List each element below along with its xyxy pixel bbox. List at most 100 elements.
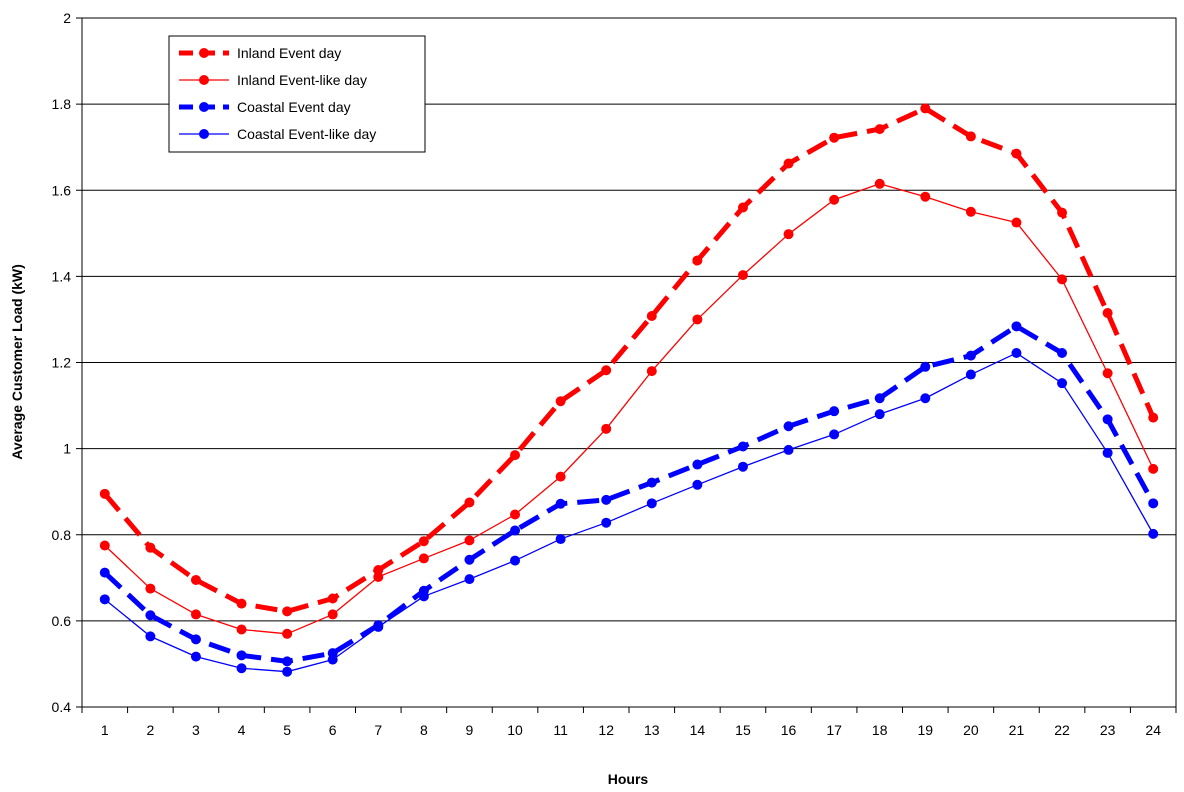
legend-item: Coastal Event day [179,99,351,115]
data-point [510,509,521,520]
y-axis-label: Average Customer Load (kW) [9,264,25,460]
data-point [190,651,201,662]
data-point [601,423,612,434]
data-point [920,393,931,404]
x-axis-label: Hours [608,771,649,787]
data-point [601,494,612,505]
data-point [601,517,612,528]
data-point [373,565,384,576]
x-axis: 1 2 3 4 5 6 7 8 9 10 11 12 13 14 15 16 17 18 19 20 21 22 23 24 [81,707,1177,738]
data-point [99,567,110,578]
data-point [1148,463,1159,474]
data-point [874,409,885,420]
data-point [1102,307,1113,318]
data-point [373,571,384,582]
data-point [646,498,657,509]
data-point [1102,368,1113,379]
data-point [1057,378,1068,389]
data-point [555,534,566,545]
legend-marker [199,129,209,139]
x-tick-label: 9 [466,722,474,738]
data-point [1011,321,1022,332]
data-point [190,634,201,645]
y-tick-label: 2 [63,10,71,26]
legend: Inland Event day Inland Event-like day Coa… [168,35,426,153]
legend-item: Inland Event-like day [179,72,367,88]
data-point [737,441,748,452]
data-point [783,158,794,169]
data-point [145,631,156,642]
data-point [236,663,247,674]
y-tick-label: 0.4 [52,699,72,715]
series-4 [99,348,1159,677]
data-point [1102,447,1113,458]
data-point [692,459,703,470]
data-point [874,124,885,135]
data-point [373,621,384,632]
series-line [104,352,1154,673]
data-point [555,471,566,482]
data-point [464,554,475,565]
legend-label: Inland Event-like day [237,72,367,88]
data-point [965,131,976,142]
x-tick-label: 10 [507,722,523,738]
series-2 [99,178,1159,639]
legend-label: Inland Event day [237,45,341,61]
y-tick-label: 1.8 [52,96,72,112]
data-point [646,477,657,488]
data-point [327,654,338,665]
x-tick-label: 19 [918,722,934,738]
data-point [327,609,338,620]
legend-item: Coastal Event-like day [179,126,376,142]
data-point [920,191,931,202]
data-point [510,555,521,566]
data-point [236,624,247,635]
x-tick-label: 23 [1100,722,1116,738]
data-point [282,656,293,667]
data-point [829,429,840,440]
data-point [282,628,293,639]
data-point [555,498,566,509]
data-point [145,610,156,621]
data-point [646,310,657,321]
x-tick-label: 14 [690,722,706,738]
data-point [829,132,840,143]
data-point [418,553,429,564]
series-1 [99,103,1159,617]
y-tick-label: 1.4 [52,268,72,284]
data-point [920,103,931,114]
x-tick-label: 7 [374,722,382,738]
x-tick-label: 18 [872,722,888,738]
x-tick-label: 2 [146,722,154,738]
data-point [282,666,293,677]
data-point [236,650,247,661]
legend-marker [199,48,209,58]
x-tick-label: 1 [101,722,109,738]
y-tick-label: 0.8 [52,527,72,543]
x-tick-label: 6 [329,722,337,738]
data-point [327,593,338,604]
x-tick-label: 22 [1054,722,1070,738]
data-point [190,574,201,585]
series-layer [99,103,1159,677]
data-point [99,488,110,499]
data-point [783,229,794,240]
series-line [103,323,1156,664]
data-point [692,255,703,266]
x-tick-label: 8 [420,722,428,738]
data-point [510,450,521,461]
series-line [104,183,1154,635]
data-point [783,421,794,432]
legend-label: Coastal Event day [237,99,351,115]
x-tick-label: 16 [781,722,797,738]
data-point [737,202,748,213]
data-point [1102,414,1113,425]
legend-label: Coastal Event-like day [237,126,376,142]
data-point [737,461,748,472]
data-point [965,350,976,361]
legend-marker [199,75,209,85]
x-tick-label: 5 [283,722,291,738]
data-point [601,365,612,376]
data-point [965,369,976,380]
